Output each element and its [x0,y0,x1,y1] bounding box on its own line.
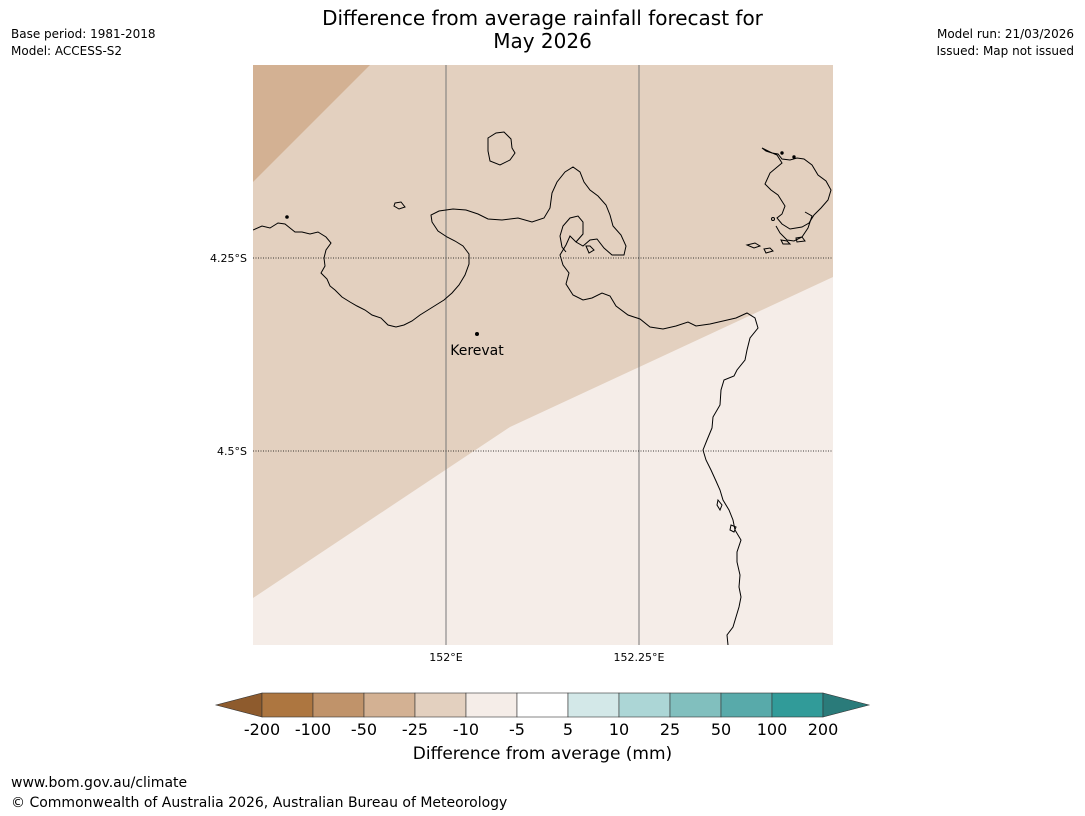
colorbar-tick-labels: -200 -100 -50 -25 -10 -5 5 10 25 50 100 200 [0,720,1085,740]
base-period-text: Base period: 1981-2018 [11,27,156,41]
footer-url[interactable]: www.bom.gov.au/climate [11,775,188,791]
colorbar-tick-label: -25 [401,720,429,739]
colorbar-tick-label: 50 [710,720,732,739]
lon-label-152: 152°E [429,651,462,664]
colorbar-tick-label: -5 [509,720,525,739]
lat-label-4-25: 4.25°S [210,252,247,265]
colorbar-extend-low [214,692,263,718]
colorbar-tick-label: 100 [756,720,788,739]
title-line-2: May 2026 [493,29,592,53]
kerevat-label: Kerevat [450,343,504,359]
map-frame: Kerevat [253,65,833,645]
colorbar-segment [363,692,416,718]
colorbar-segment [516,692,569,718]
model-run-text: Model run: 21/03/2026 [936,27,1074,41]
colorbar-tick-label: 25 [659,720,681,739]
colorbar-segment [720,692,773,718]
colorbar-tick-label: -200 [243,720,281,739]
header-meta-right: Model run: 21/03/2026 Issued: Map not is… [936,26,1074,60]
colorbar-segment [261,692,314,718]
model-text: Model: ACCESS-S2 [11,44,123,58]
colorbar-tick-label: -100 [294,720,332,739]
title-line-1: Difference from average rainfall forecas… [322,6,763,30]
shade-band-medium [253,65,833,598]
colorbar-segment [465,692,518,718]
colorbar-tick-label: -10 [452,720,480,739]
colorbar-segment [414,692,467,718]
issued-text: Issued: Map not issued [936,44,1074,58]
kerevat-marker [475,332,479,336]
colorbar-tick-label: 200 [807,720,839,739]
colorbar-segment [771,692,824,718]
colorbar-segment [312,692,365,718]
coastline [253,131,832,645]
header-meta-left: Base period: 1981-2018 Model: ACCESS-S2 [11,26,156,60]
lat-label-4-5: 4.5°S [217,445,247,458]
colorbar [214,692,871,718]
colorbar-tick-label: 5 [562,720,574,739]
shade-band-lightest-gap [365,400,833,645]
colorbar-tick-label: 10 [608,720,630,739]
colorbar-extend-high [822,692,871,718]
footer-copyright: © Commonwealth of Australia 2026, Austra… [11,795,508,811]
map-title: Difference from average rainfall forecas… [0,7,1085,53]
colorbar-segment [567,692,620,718]
lon-label-152-25: 152.25°E [614,651,665,664]
colorbar-segment [618,692,671,718]
shade-band-dark [253,65,370,182]
colorbar-segment [669,692,722,718]
colorbar-title: Difference from average (mm) [412,744,673,764]
rainfall-map: Kerevat 4.25°S 4.5°S 152°E 152.25°E [210,65,833,664]
colorbar-tick-label: -50 [350,720,378,739]
